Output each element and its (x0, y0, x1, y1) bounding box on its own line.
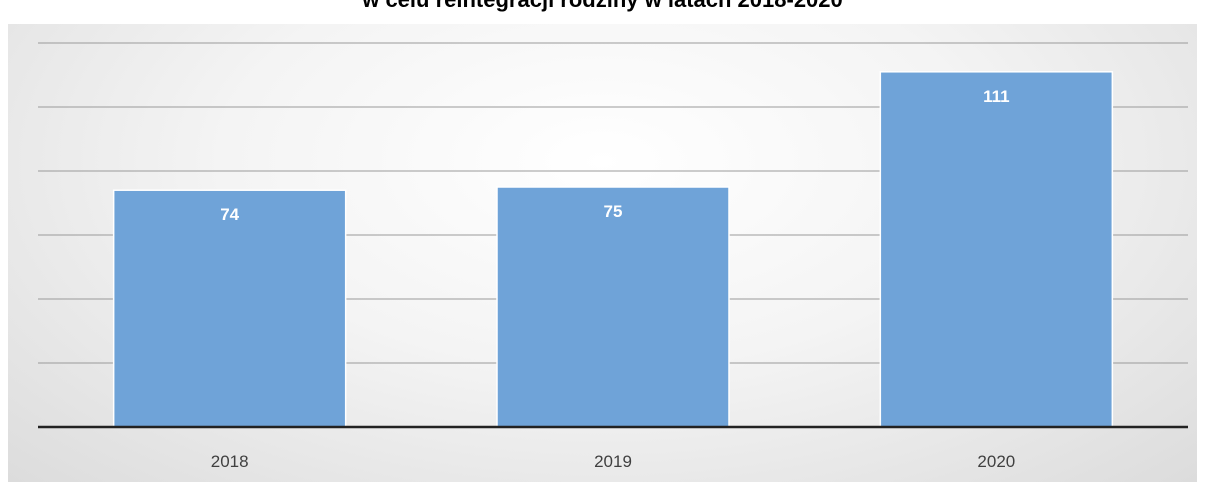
x-tick-label-2020: 2020 (977, 452, 1015, 471)
x-axis-tick-labels: 2018 2019 2020 (211, 452, 1015, 471)
bars (112, 71, 1114, 428)
bar-2020 (879, 71, 1114, 428)
chart-title: w celu reintegracji rodziny w latach 201… (0, 0, 1205, 13)
x-tick-label-2019: 2019 (594, 452, 632, 471)
data-labels: 74 75 111 (220, 87, 1009, 224)
x-tick-label-2018: 2018 (211, 452, 249, 471)
data-label-2019: 75 (604, 202, 623, 221)
bar-2018 (112, 189, 347, 428)
data-label-2018: 74 (220, 205, 239, 224)
data-label-2020: 111 (983, 87, 1010, 106)
bar-2019 (496, 186, 730, 428)
